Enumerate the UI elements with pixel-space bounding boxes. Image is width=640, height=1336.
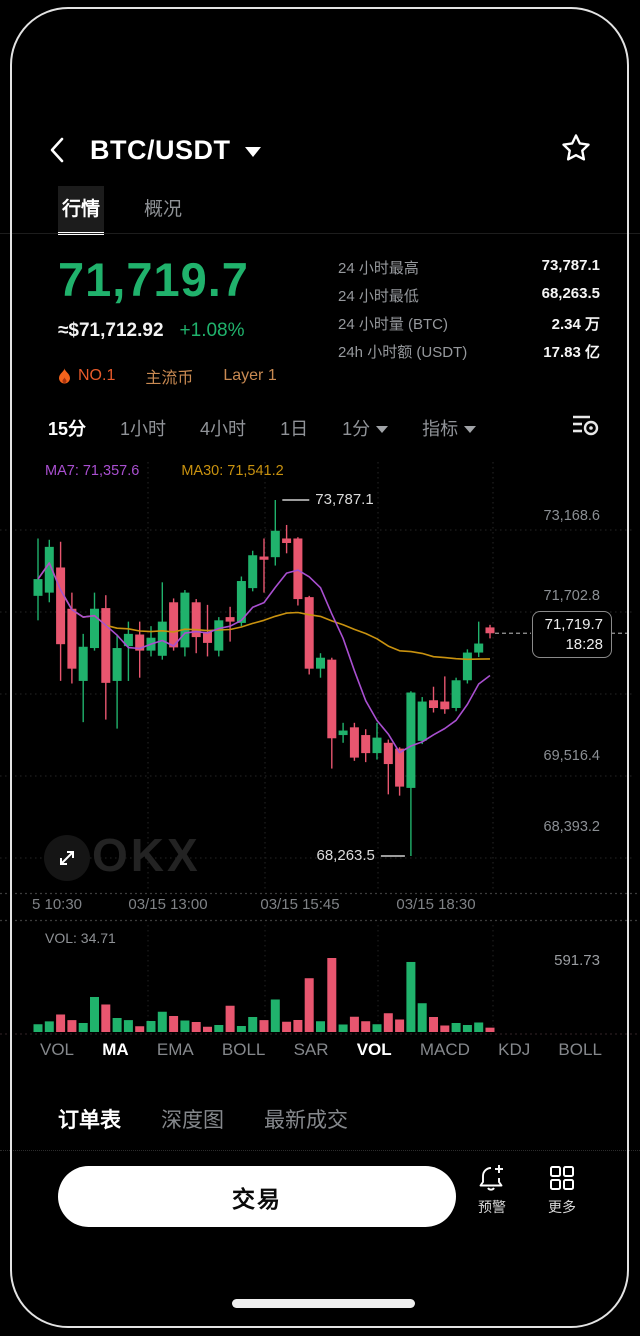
- more-label: 更多: [548, 1199, 576, 1215]
- stats-panel: 24 小时最高 73,787.1 24 小时最低 68,263.5 24 小时量…: [338, 257, 600, 369]
- header: BTC/USDT: [0, 126, 640, 174]
- indicator-ma[interactable]: MA: [102, 1040, 129, 1059]
- price-approx-row: ≈$71,712.92 +1.08%: [58, 320, 245, 342]
- price-change-percent: +1.08%: [179, 320, 245, 341]
- last-price: 71,719.7: [58, 253, 249, 306]
- stat-value: 68,263.5: [541, 285, 600, 302]
- y-axis-label: 69,516.4: [543, 748, 600, 764]
- indicator-boll[interactable]: BOLL: [221, 1040, 266, 1059]
- volume-max-label: 591.73: [554, 952, 600, 969]
- fullscreen-chart-button[interactable]: [44, 835, 90, 881]
- fiat-price: ≈$71,712.92: [58, 320, 164, 341]
- indicator-ema[interactable]: EMA: [156, 1040, 194, 1059]
- alert-label: 预警: [478, 1199, 506, 1215]
- low-annotation: 68,263.5: [316, 847, 375, 864]
- stat-value: 17.83 亿: [543, 344, 600, 361]
- tag-mainstream[interactable]: 主流币: [145, 370, 194, 387]
- current-time: 18:28: [565, 635, 603, 653]
- stat-label: 24 小时最高: [338, 260, 419, 277]
- current-price-badge[interactable]: 71,719.7 18:28: [532, 611, 612, 659]
- indicator-macd[interactable]: MACD: [419, 1040, 470, 1059]
- indicator-shortcut-row: VOL MA EMA BOLL SAR VOL MACD KDJ BOLL: [40, 1040, 602, 1060]
- indicator-boll2[interactable]: BOLL: [558, 1040, 602, 1059]
- home-indicator[interactable]: [232, 1299, 415, 1308]
- indicator-settings-icon: [573, 415, 599, 436]
- chart-settings-button[interactable]: [570, 412, 600, 443]
- bell-plus-icon: [479, 1165, 503, 1191]
- tabs-divider: [0, 233, 640, 234]
- pair-title[interactable]: BTC/USDT: [90, 134, 231, 165]
- stat-label: 24 小时最低: [338, 288, 419, 305]
- indicator-dropdown[interactable]: 指标: [422, 415, 477, 441]
- bottom-tabs-divider: [0, 1150, 640, 1151]
- bottom-tabs: 订单表 深度图 最新成交: [58, 1104, 348, 1134]
- tab-depth-chart[interactable]: 深度图: [161, 1109, 224, 1132]
- timeframe-4h[interactable]: 4小时: [200, 418, 247, 439]
- tag-layer1[interactable]: Layer 1: [223, 367, 277, 384]
- pair-dropdown-caret-icon[interactable]: [244, 147, 261, 157]
- favorite-button[interactable]: [560, 132, 592, 169]
- stat-row: 24 小时最低 68,263.5: [338, 285, 600, 306]
- stat-label: 24 小时量 (BTC): [338, 316, 449, 333]
- back-chevron-icon: [50, 137, 64, 163]
- rank-label: NO.1: [78, 367, 116, 384]
- stat-label: 24h 小时额 (USDT): [338, 344, 468, 361]
- grid-icon: [550, 1166, 574, 1190]
- x-axis-label: 03/15 15:45: [260, 896, 340, 913]
- star-icon: [562, 133, 590, 161]
- back-button[interactable]: [48, 135, 74, 165]
- volume-value-label: VOL: 34.71: [45, 930, 116, 946]
- expand-arrows-icon: [60, 851, 74, 865]
- chevron-down-icon: [464, 425, 477, 433]
- ma30-label: MA30: 71,541.2: [181, 463, 284, 479]
- timeframe-1h[interactable]: 1小时: [120, 418, 167, 439]
- flame-icon: [59, 367, 70, 383]
- tab-latest-trades[interactable]: 最新成交: [264, 1109, 348, 1132]
- stat-row: 24h 小时额 (USDT) 17.83 亿: [338, 341, 600, 362]
- y-axis-label: 71,702.8: [543, 588, 600, 604]
- tab-quotes[interactable]: 行情: [58, 186, 105, 235]
- stat-value: 2.34 万: [551, 316, 600, 333]
- timeframe-row: 15分 1小时 4小时 1日 1分 指标: [48, 412, 600, 443]
- timeframe-15m[interactable]: 15分: [48, 418, 87, 439]
- timeframe-1d[interactable]: 1日: [280, 418, 309, 439]
- token-tags-row: NO.1 主流币 Layer 1: [58, 364, 277, 388]
- x-axis-label: 03/15 13:00: [128, 896, 208, 913]
- y-axis-label: 73,168.6: [543, 508, 600, 524]
- okx-watermark: OKX: [92, 829, 201, 881]
- x-axis-label: 5 10:30: [31, 896, 83, 913]
- timeframe-more-dropdown[interactable]: 1分: [342, 415, 389, 441]
- indicator-vol[interactable]: VOL: [40, 1040, 75, 1059]
- stat-row: 24 小时最高 73,787.1: [338, 257, 600, 278]
- price-alert-button[interactable]: 预警: [464, 1164, 520, 1217]
- current-price: 71,719.7: [544, 616, 603, 634]
- y-axis-label: 68,393.2: [543, 819, 600, 835]
- tab-order-book[interactable]: 订单表: [58, 1109, 121, 1132]
- top-tabs: 行情 概况: [58, 186, 186, 235]
- ma-labels: MA7: 71,357.6 MA30: 71,541.2: [45, 463, 284, 479]
- high-annotation: 73,787.1: [315, 491, 374, 508]
- indicator-sar[interactable]: SAR: [293, 1040, 329, 1059]
- rank-badge[interactable]: NO.1: [58, 367, 115, 385]
- indicator-kdj[interactable]: KDJ: [498, 1040, 531, 1059]
- stat-row: 24 小时量 (BTC) 2.34 万: [338, 313, 600, 334]
- chevron-down-icon: [376, 425, 389, 433]
- more-button[interactable]: 更多: [534, 1164, 590, 1217]
- ma7-label: MA7: 71,357.6: [45, 463, 140, 479]
- stat-value: 73,787.1: [541, 257, 600, 274]
- indicator-vol-sub[interactable]: VOL: [356, 1040, 392, 1059]
- x-axis-label: 03/15 18:30: [396, 896, 476, 913]
- trade-button[interactable]: 交易: [58, 1166, 456, 1227]
- tab-overview[interactable]: 概况: [144, 199, 183, 220]
